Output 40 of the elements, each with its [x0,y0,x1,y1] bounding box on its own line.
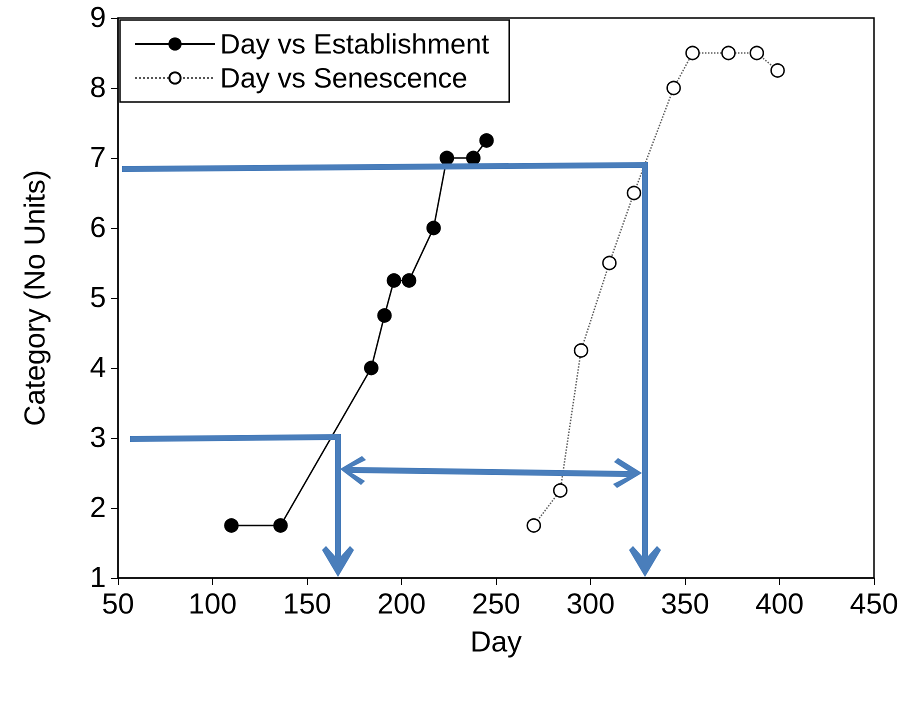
x-tick-label: 400 [755,588,804,620]
x-tick-label: 100 [188,588,237,620]
point [386,273,402,288]
x-axis-title: Day [470,626,522,658]
point [479,133,494,148]
point [574,343,588,358]
y-axis-title: Category (No Units) [20,170,52,426]
y-tick-label: 4 [90,352,106,384]
point [553,483,568,498]
point [770,63,785,78]
point [626,186,642,200]
legend-label: Day vs Establishment [220,28,490,60]
point [440,150,454,166]
point [721,46,736,60]
point [602,256,617,270]
point [402,273,416,288]
y-tick-label: 8 [90,72,106,104]
y-tick-label: 5 [90,282,106,314]
point [466,150,481,166]
x-tick-label: 450 [850,588,898,620]
point [273,518,288,533]
point [224,518,239,533]
x-tick-label: 200 [377,588,426,620]
y-tick-label: 9 [90,2,106,34]
x-tick-label: 250 [472,588,520,620]
y-tick-label: 6 [90,212,106,244]
point [750,46,764,60]
point [426,220,441,236]
x-tick-label: 350 [660,588,710,620]
point [364,360,379,376]
legend-label: Day vs Senescence [220,62,468,94]
y-tick-label: 7 [90,142,106,174]
point [685,46,700,60]
y-tick-label: 2 [90,492,106,524]
point [526,518,542,533]
x-tick-label: 150 [282,588,332,620]
point [666,80,681,96]
x-tick-label: 300 [566,588,615,620]
y-tick-label: 3 [90,422,106,454]
point [377,308,392,323]
